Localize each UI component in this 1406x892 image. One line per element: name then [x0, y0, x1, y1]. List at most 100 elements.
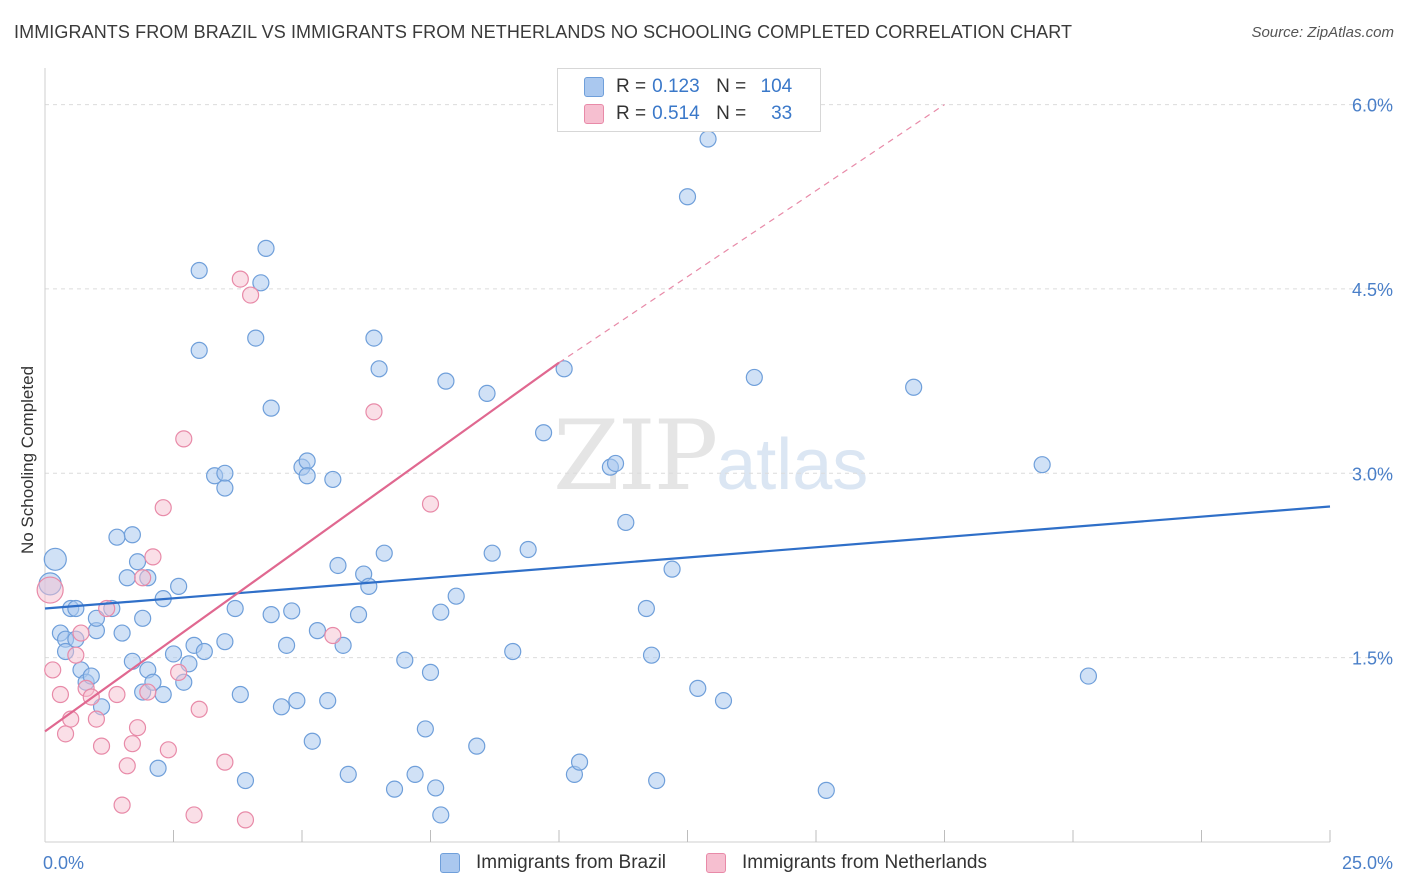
point-brazil — [247, 329, 265, 347]
point-brazil — [349, 606, 368, 624]
point-brazil — [699, 130, 717, 148]
point-brazil — [648, 771, 666, 790]
watermark-atlas: atlas — [716, 425, 869, 505]
point-netherlands — [365, 403, 383, 421]
point-brazil — [319, 692, 337, 710]
point-brazil — [432, 806, 450, 824]
point-netherlands — [87, 710, 106, 728]
point-netherlands — [128, 719, 147, 737]
point-brazil — [288, 692, 306, 710]
series-brazil — [38, 130, 1098, 824]
point-brazil — [216, 479, 234, 497]
point-netherlands — [92, 737, 111, 755]
watermark-zip: ZIP — [553, 400, 718, 512]
point-brazil — [67, 599, 85, 618]
point-brazil — [905, 378, 923, 396]
point-brazil — [298, 467, 316, 485]
point-netherlands — [421, 495, 440, 513]
point-brazil — [231, 685, 249, 704]
bottom-legend-swatch-netherlands — [706, 853, 726, 873]
point-brazil — [427, 779, 445, 797]
point-brazil — [216, 464, 234, 482]
point-brazil — [663, 560, 681, 578]
point-brazil — [468, 737, 486, 755]
point-brazil — [606, 454, 625, 473]
point-netherlands — [242, 286, 260, 304]
legend-n-value: 33 — [771, 103, 793, 124]
point-netherlands — [185, 806, 203, 824]
x-tick-label-min: 0.0% — [43, 853, 84, 873]
point-brazil — [164, 645, 183, 663]
legend-r-value: 0.514 — [652, 103, 700, 124]
point-brazil — [154, 685, 172, 704]
point-brazil — [216, 633, 234, 651]
point-netherlands — [216, 753, 234, 771]
point-brazil — [149, 759, 167, 777]
axes — [44, 68, 1331, 843]
point-netherlands — [44, 661, 62, 679]
bottom-legend-swatch-brazil — [440, 853, 460, 873]
point-netherlands — [170, 663, 188, 681]
point-brazil — [365, 329, 383, 347]
point-brazil — [195, 642, 213, 661]
y-tick-label: 1.5% — [1352, 649, 1393, 669]
point-brazil — [519, 540, 537, 559]
point-brazil — [396, 651, 414, 669]
y-axis-label: No Schooling Completed — [18, 366, 37, 554]
point-brazil — [1033, 456, 1051, 474]
point-brazil — [252, 274, 270, 292]
legend-n-value: 104 — [760, 76, 793, 97]
point-brazil — [504, 642, 522, 661]
point-brazil — [123, 526, 141, 544]
point-brazil — [637, 599, 655, 618]
point-brazil — [432, 603, 450, 621]
point-brazil — [360, 577, 378, 595]
point-brazil — [118, 569, 136, 587]
grid — [45, 104, 1392, 659]
point-brazil — [406, 765, 424, 784]
chart-source: Source: ZipAtlas.com — [1251, 24, 1394, 41]
point-brazil — [324, 470, 342, 489]
point-brazil — [483, 544, 501, 562]
point-brazil — [385, 780, 404, 798]
point-brazil — [226, 599, 244, 618]
point-brazil — [817, 781, 835, 799]
point-brazil — [134, 609, 152, 627]
point-netherlands — [51, 685, 70, 704]
correlation-legend: R = 0.123 N = 104 R = 0.514 N = 33 — [557, 68, 821, 132]
legend-n-label: N = — [716, 103, 747, 124]
point-brazil — [236, 771, 255, 790]
legend-swatch-brazil — [584, 77, 604, 97]
y-tick-label: 6.0% — [1352, 96, 1393, 116]
point-brazil — [1079, 667, 1098, 685]
point-brazil — [370, 360, 388, 378]
point-netherlands — [190, 700, 208, 718]
point-netherlands — [236, 811, 255, 829]
point-brazil — [308, 622, 327, 640]
axis-labels: 1.5% 3.0% 4.5% 6.0% 0.0% 25.0% No Schooling Co… — [18, 96, 1393, 873]
point-brazil — [190, 261, 208, 280]
point-brazil — [555, 360, 573, 378]
point-netherlands — [154, 499, 172, 517]
point-brazil — [617, 513, 635, 532]
point-brazil — [283, 602, 301, 620]
point-brazil — [303, 732, 321, 750]
chart-title: IMMIGRANTS FROM BRAZIL VS IMMIGRANTS FRO… — [14, 22, 1073, 42]
point-brazil — [689, 679, 707, 697]
point-brazil — [272, 698, 291, 716]
point-brazil — [745, 368, 763, 387]
point-brazil — [262, 606, 280, 624]
point-brazil — [123, 652, 141, 670]
point-brazil — [339, 765, 357, 784]
y-tick-label: 4.5% — [1352, 280, 1393, 300]
point-brazil — [478, 384, 496, 403]
point-brazil — [329, 556, 347, 575]
point-netherlands — [324, 626, 342, 645]
trend-lines — [44, 104, 1331, 733]
point-netherlands — [139, 683, 157, 701]
point-brazil — [108, 528, 126, 546]
point-netherlands — [113, 796, 131, 814]
legend-n-label: N = — [716, 76, 747, 97]
legend-r-label: R = — [616, 76, 647, 97]
